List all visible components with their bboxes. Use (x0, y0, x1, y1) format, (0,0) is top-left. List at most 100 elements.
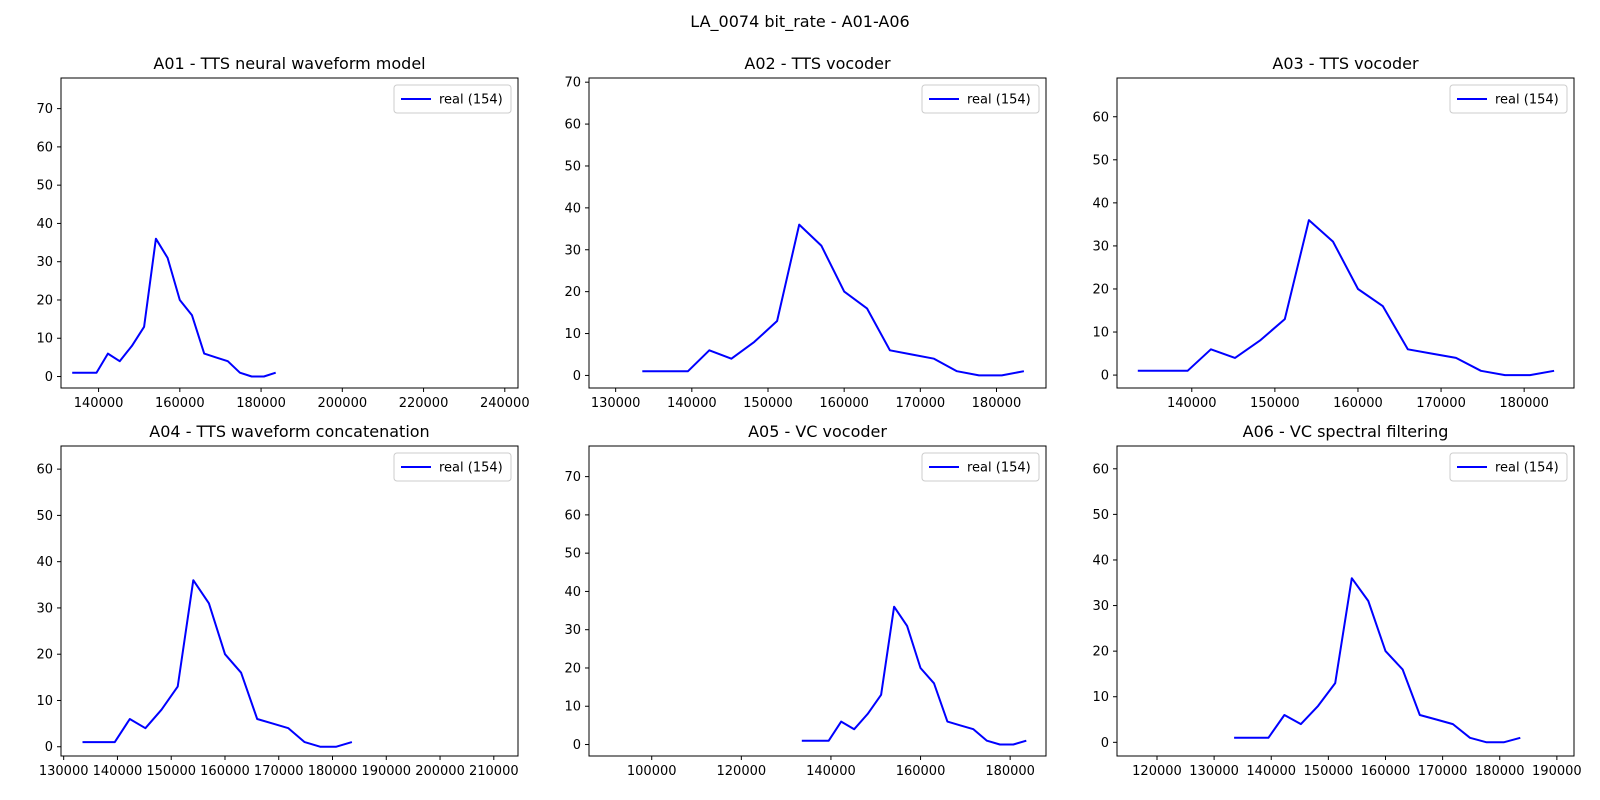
legend-box (921, 84, 1040, 114)
y-tick-label: 30 (1092, 599, 1109, 614)
y-tick-label: 50 (1092, 508, 1109, 523)
x-tick-label: 140000 (74, 396, 124, 411)
legend: real (154) (921, 452, 1040, 482)
legend-label: real (154) (439, 461, 503, 476)
legend: real (154) (1449, 84, 1568, 114)
series-line-1 (1137, 219, 1555, 377)
x-tick-label: 180000 (1499, 396, 1549, 411)
axes-frame (60, 77, 519, 389)
legend-box (393, 452, 512, 482)
x-tick-label: 150000 (1250, 396, 1300, 411)
legend-box (921, 452, 1040, 482)
y-tick-label: 60 (36, 140, 53, 155)
x-tick-label: 130000 (1189, 764, 1239, 779)
x-tick-label: 140000 (667, 396, 717, 411)
x-tick-label: 190000 (1532, 764, 1582, 779)
series-line-1 (642, 223, 1025, 377)
y-tick-label: 60 (564, 118, 581, 133)
subplot-title: A06 - VC spectral filtering (1243, 422, 1449, 441)
axes-frame (588, 445, 1047, 757)
subplot-2: A02 - TTS vocoder 0 10 20 30 40 50 60 70 130000 14… (564, 54, 1047, 411)
y-tick-label: 60 (36, 463, 53, 478)
x-tick-label: 150000 (743, 396, 793, 411)
series-line-1 (72, 237, 277, 378)
x-tick-label: 140000 (806, 764, 856, 779)
x-tick-label: 190000 (361, 764, 411, 779)
y-tick-label: 0 (1101, 369, 1109, 384)
x-tick-label: 170000 (254, 764, 304, 779)
y-tick-label: 40 (1092, 553, 1109, 568)
x-tick-label: 180000 (985, 764, 1035, 779)
legend-box (1449, 84, 1568, 114)
y-tick-label: 30 (36, 255, 53, 270)
subplot-4: A04 - TTS waveform concatenation 0 10 20 30 4… (36, 422, 518, 779)
x-tick-label: 150000 (1304, 764, 1354, 779)
x-tick-label: 180000 (236, 396, 286, 411)
x-tick-label: 180000 (308, 764, 358, 779)
legend: real (154) (1449, 452, 1568, 482)
x-tick-label: 140000 (1167, 396, 1217, 411)
y-tick-label: 70 (36, 102, 53, 117)
y-tick-label: 40 (564, 585, 581, 600)
legend-box (393, 84, 512, 114)
legend: real (154) (393, 84, 512, 114)
y-tick-label: 60 (1092, 462, 1109, 477)
y-tick-label: 10 (36, 332, 53, 347)
x-tick-label: 160000 (155, 396, 205, 411)
x-tick-label: 160000 (200, 764, 250, 779)
series-line-1 (82, 579, 353, 748)
subplot-title: A03 - TTS vocoder (1272, 54, 1419, 73)
x-tick-label: 120000 (717, 764, 767, 779)
y-tick-label: 60 (1092, 110, 1109, 125)
x-tick-label: 180000 (1475, 764, 1525, 779)
y-tick-label: 50 (36, 179, 53, 194)
x-tick-label: 180000 (972, 396, 1022, 411)
x-tick-label: 140000 (1246, 764, 1296, 779)
y-tick-label: 0 (573, 738, 581, 753)
figure-title: LA_0074 bit_rate - A01-A06 (690, 12, 910, 31)
x-tick-label: 170000 (1416, 396, 1466, 411)
legend-label: real (154) (967, 461, 1031, 476)
y-tick-label: 10 (1092, 690, 1109, 705)
subplot-3: A03 - TTS vocoder 0 10 20 30 40 50 60 140000 1500… (1092, 54, 1575, 411)
y-tick-label: 40 (36, 555, 53, 570)
x-tick-label: 160000 (896, 764, 946, 779)
x-tick-label: 170000 (896, 396, 946, 411)
y-tick-label: 10 (564, 700, 581, 715)
y-tick-label: 30 (1092, 239, 1109, 254)
x-tick-label: 240000 (480, 396, 530, 411)
x-tick-label: 160000 (819, 396, 869, 411)
y-tick-label: 60 (564, 508, 581, 523)
y-tick-label: 40 (564, 201, 581, 216)
y-tick-label: 30 (564, 623, 581, 638)
subplot-title: A04 - TTS waveform concatenation (149, 422, 429, 441)
y-tick-label: 30 (564, 243, 581, 258)
legend-label: real (154) (439, 93, 503, 108)
subplot-title: A01 - TTS neural waveform model (153, 54, 425, 73)
y-tick-label: 40 (1092, 196, 1109, 211)
y-tick-label: 0 (573, 369, 581, 384)
y-tick-label: 20 (564, 661, 581, 676)
subplot-title: A02 - TTS vocoder (744, 54, 891, 73)
x-tick-label: 130000 (39, 764, 89, 779)
y-tick-label: 0 (45, 740, 53, 755)
legend-label: real (154) (967, 93, 1031, 108)
axes-frame (1116, 445, 1575, 757)
y-tick-label: 30 (36, 601, 53, 616)
x-tick-label: 160000 (1361, 764, 1411, 779)
y-tick-label: 40 (36, 217, 53, 232)
y-tick-label: 70 (564, 470, 581, 485)
y-tick-label: 0 (1101, 736, 1109, 751)
x-tick-label: 130000 (591, 396, 641, 411)
y-tick-label: 20 (1092, 282, 1109, 297)
y-tick-label: 10 (36, 694, 53, 709)
legend-box (1449, 452, 1568, 482)
series-line-1 (1234, 577, 1521, 744)
axes-frame (60, 445, 519, 757)
y-tick-label: 10 (564, 327, 581, 342)
y-tick-label: 50 (564, 159, 581, 174)
y-tick-label: 70 (564, 76, 581, 91)
x-tick-label: 170000 (1418, 764, 1468, 779)
x-tick-label: 210000 (469, 764, 519, 779)
